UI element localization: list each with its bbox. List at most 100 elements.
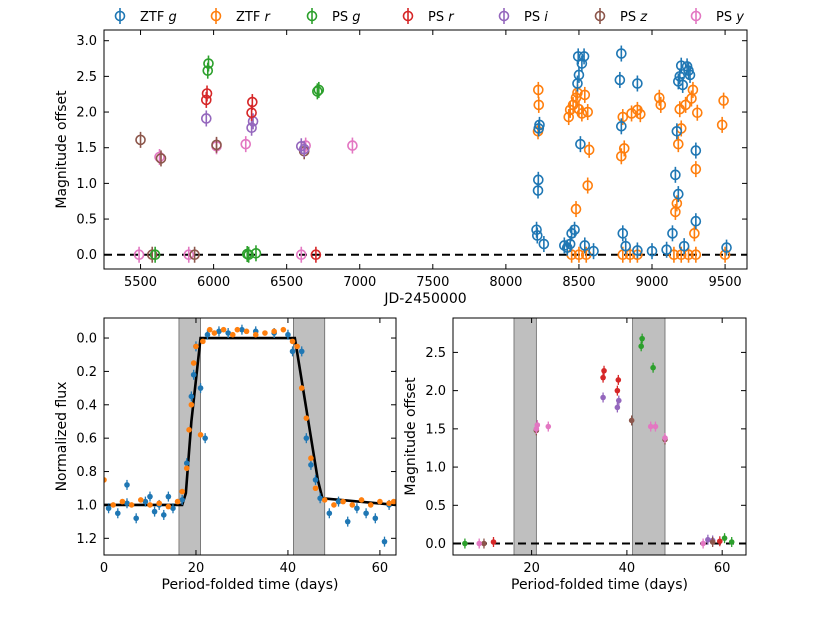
y-tick-label: 1.5	[425, 422, 446, 437]
marker-ring	[563, 111, 575, 123]
y-axis-label: Magnitude offset	[403, 377, 419, 496]
legend-label: ZTF g	[140, 10, 177, 25]
data-point	[203, 55, 214, 72]
marker-ring	[561, 242, 573, 253]
legend-marker	[402, 8, 414, 24]
marker-dot	[183, 465, 190, 472]
marker-dot	[312, 477, 319, 483]
plot-area	[104, 45, 747, 263]
x-tick-label: 40	[280, 561, 297, 576]
data-point	[216, 326, 222, 337]
data-point	[335, 496, 342, 507]
data-point	[179, 488, 185, 495]
marker-ring	[579, 240, 591, 251]
marker-dot	[285, 331, 291, 338]
data-point	[354, 503, 360, 514]
data-point	[179, 494, 185, 505]
series-ps-y	[133, 136, 358, 263]
marker-dot	[303, 435, 310, 441]
marker-dot	[600, 394, 606, 401]
data-point	[684, 66, 696, 83]
marker-dot	[700, 540, 706, 547]
legend-prefix: PS	[620, 10, 640, 25]
marker-dot	[190, 360, 197, 366]
data-point	[683, 246, 694, 263]
data-point	[614, 385, 621, 396]
data-point	[201, 85, 213, 102]
eclipse-shade	[513, 318, 537, 555]
data-point	[358, 497, 365, 503]
marker-ring	[719, 249, 731, 261]
data-point	[716, 116, 728, 133]
data-point	[135, 131, 146, 148]
x-tick-label: 7500	[416, 275, 449, 290]
data-point	[211, 136, 222, 153]
top-light-curve-panel: 5500 6000 6500 7000 7500 8000 8500 9000 9500 0.0 0…	[54, 29, 748, 307]
data-point	[190, 360, 197, 366]
marker-ring	[240, 138, 252, 150]
data-point	[561, 239, 573, 256]
data-point	[534, 116, 545, 133]
marker-ring	[295, 249, 307, 261]
data-point	[146, 246, 158, 263]
marker-dot	[639, 335, 645, 342]
marker-dot	[114, 510, 121, 517]
y-tick-label: 2.5	[425, 346, 446, 361]
marker-ring	[155, 153, 167, 164]
series-ps-r	[200, 85, 322, 263]
marker-dot	[344, 518, 351, 525]
data-point	[331, 502, 337, 508]
marker-dot	[728, 539, 735, 545]
legend-label: PS z	[620, 10, 648, 25]
marker-dot	[105, 505, 112, 512]
marker-ring	[655, 99, 667, 111]
marker-dot	[197, 432, 204, 438]
marker-ring	[588, 245, 599, 257]
marker-dot	[390, 498, 396, 505]
x-tick-label: 60	[714, 561, 731, 576]
x-tick-label: 20	[523, 561, 540, 576]
marker-dot	[128, 502, 135, 508]
data-point	[667, 225, 678, 242]
x-tick-label: 60	[372, 561, 389, 576]
data-point	[617, 225, 629, 242]
marker-dot	[239, 326, 245, 333]
marker-ring	[210, 10, 222, 22]
data-point	[367, 502, 374, 508]
data-point	[220, 326, 227, 333]
data-point	[104, 477, 107, 483]
marker-ring	[189, 249, 200, 261]
marker-ring	[531, 230, 543, 241]
y-tick-label: 0.0	[76, 332, 97, 347]
legend-prefix: PS	[332, 10, 352, 25]
data-point	[705, 534, 711, 545]
marker-ring	[684, 69, 696, 81]
data-point	[600, 372, 606, 383]
marker-dot	[321, 497, 328, 503]
data-point	[155, 150, 167, 167]
marker-dot	[119, 498, 126, 505]
legend-marker	[114, 8, 126, 24]
axes-frame	[103, 29, 748, 270]
data-point	[193, 343, 199, 350]
data-point	[719, 246, 731, 263]
data-point	[573, 246, 585, 263]
marker-dot	[206, 326, 213, 333]
marker-dot	[308, 462, 314, 468]
data-point	[165, 503, 172, 510]
data-point	[652, 421, 659, 432]
data-point	[289, 346, 296, 357]
series-ps-g	[149, 55, 325, 263]
marker-dot	[179, 497, 185, 503]
data-point	[234, 326, 241, 333]
x-tick-label: 8500	[562, 275, 595, 290]
marker-dot	[317, 495, 323, 502]
marker-dot	[372, 515, 379, 522]
marker-dot	[298, 385, 305, 391]
legend-band: y	[735, 10, 744, 25]
legend-marker	[210, 8, 222, 24]
marker-dot	[170, 505, 176, 512]
y-tick-label: 3.0	[76, 34, 97, 49]
marker-dot	[204, 331, 211, 338]
